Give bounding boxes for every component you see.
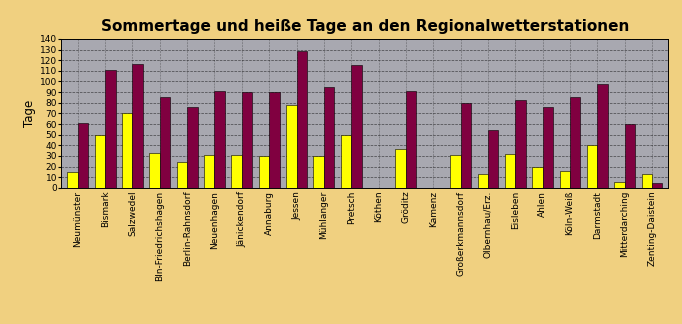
Bar bbox=[396, 148, 406, 188]
Bar bbox=[160, 98, 170, 188]
Bar bbox=[625, 124, 635, 188]
Bar bbox=[351, 65, 361, 188]
Bar bbox=[450, 155, 460, 188]
Bar bbox=[614, 181, 625, 188]
Bar bbox=[258, 156, 269, 188]
Title: Sommertage und heiße Tage an den Regionalwetterstationen: Sommertage und heiße Tage an den Regiona… bbox=[101, 18, 629, 34]
Bar bbox=[231, 155, 242, 188]
Bar bbox=[543, 107, 553, 188]
Bar bbox=[597, 84, 608, 188]
Bar bbox=[314, 156, 324, 188]
Bar bbox=[341, 135, 351, 188]
Bar bbox=[515, 99, 526, 188]
Bar bbox=[105, 70, 115, 188]
Bar bbox=[68, 172, 78, 188]
Bar bbox=[297, 51, 307, 188]
Bar bbox=[132, 64, 143, 188]
Bar bbox=[215, 91, 225, 188]
Bar bbox=[177, 162, 187, 188]
Bar bbox=[95, 135, 105, 188]
Bar bbox=[505, 154, 515, 188]
Bar bbox=[477, 174, 488, 188]
Bar bbox=[286, 105, 297, 188]
Bar bbox=[149, 153, 160, 188]
Bar bbox=[532, 167, 543, 188]
Bar bbox=[269, 92, 280, 188]
Y-axis label: Tage: Tage bbox=[23, 100, 35, 127]
Bar bbox=[324, 87, 334, 188]
Bar bbox=[460, 103, 471, 188]
Bar bbox=[187, 107, 198, 188]
Bar bbox=[78, 123, 88, 188]
Bar bbox=[642, 174, 652, 188]
Bar bbox=[406, 91, 416, 188]
Bar bbox=[204, 155, 215, 188]
Bar bbox=[559, 171, 570, 188]
Bar bbox=[122, 113, 132, 188]
Bar bbox=[570, 98, 580, 188]
Bar bbox=[242, 92, 252, 188]
Bar bbox=[587, 145, 597, 188]
Bar bbox=[652, 183, 662, 188]
Bar bbox=[488, 131, 499, 188]
